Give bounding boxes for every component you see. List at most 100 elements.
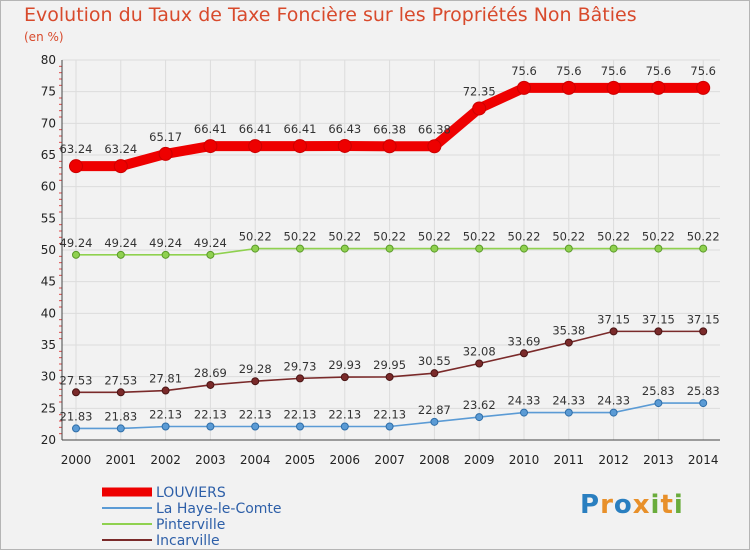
data-point (606, 80, 621, 95)
data-point (251, 244, 260, 253)
data-point (248, 139, 263, 154)
data-point (161, 250, 170, 259)
data-point (206, 250, 215, 259)
data-point (116, 250, 125, 259)
chart-title: Evolution du Taux de Taxe Foncière sur l… (24, 4, 637, 26)
data-point (430, 244, 439, 253)
data-point (113, 159, 128, 174)
data-point (561, 80, 576, 95)
data-point (696, 80, 711, 95)
data-label: 72.35 (463, 84, 496, 98)
data-point (654, 244, 663, 253)
data-label: 75.6 (690, 64, 716, 78)
data-point (430, 369, 439, 378)
data-label: 22.13 (373, 408, 406, 422)
data-point (654, 327, 663, 336)
data-point (475, 413, 484, 422)
data-point (340, 422, 349, 431)
data-label: 49.24 (104, 236, 137, 250)
data-label: 49.24 (194, 236, 227, 250)
data-point (206, 380, 215, 389)
logo-letter: r (600, 490, 614, 520)
data-label: 50.22 (642, 230, 675, 244)
data-point (517, 80, 531, 95)
y-tick-label: 25 (41, 401, 56, 415)
data-label: 32.08 (463, 344, 496, 358)
y-tick-label: 40 (41, 306, 56, 320)
x-tick-label: 2008 (419, 453, 450, 467)
data-point (609, 327, 618, 336)
data-label: 37.15 (642, 312, 675, 326)
data-point (520, 244, 528, 253)
x-tick-label: 2010 (509, 453, 540, 467)
data-label: 63.24 (60, 142, 93, 156)
x-tick-label: 2012 (598, 453, 629, 467)
data-point (564, 338, 573, 347)
data-label: 29.95 (373, 358, 406, 372)
data-label: 49.24 (149, 236, 182, 250)
data-point (116, 388, 125, 397)
x-tick-label: 2004 (240, 453, 271, 467)
data-label: 21.83 (104, 409, 137, 423)
data-label: 24.33 (597, 394, 630, 408)
y-tick-label: 50 (41, 243, 56, 257)
data-point (337, 138, 352, 153)
data-point (385, 422, 394, 431)
logo-letter: i (673, 490, 684, 520)
data-point (72, 388, 80, 397)
data-point (251, 377, 260, 386)
data-label: 66.41 (284, 122, 317, 136)
legend-label: Pinterville (156, 517, 225, 533)
data-point (651, 80, 666, 95)
data-point (69, 159, 83, 174)
x-tick-label: 2000 (61, 453, 92, 467)
x-tick-label: 2002 (150, 453, 181, 467)
data-label: 50.22 (284, 230, 317, 244)
data-label: 22.13 (284, 408, 317, 422)
data-point (296, 374, 304, 383)
data-point (161, 386, 170, 395)
logo-letter: x (632, 490, 651, 520)
data-label: 65.17 (149, 130, 182, 144)
data-label: 50.22 (687, 230, 720, 244)
data-point (72, 250, 80, 259)
data-label: 50.22 (373, 230, 406, 244)
unit-label: (en %) (24, 30, 64, 44)
data-label: 22.87 (418, 403, 451, 417)
data-label: 66.38 (418, 122, 451, 136)
data-label: 37.15 (597, 312, 630, 326)
series-louviers: 63.24 63.24 65.17 66.41 66.41 66.41 66.43 66.38… (60, 64, 716, 174)
data-label: 49.24 (60, 236, 93, 250)
data-label: 29.28 (239, 362, 272, 376)
data-point (699, 244, 708, 253)
data-point (206, 422, 215, 431)
proxiti-logo: Proxiti (580, 490, 684, 520)
data-label: 33.69 (508, 334, 541, 348)
x-tick-label: 2007 (374, 453, 405, 467)
x-tick-label: 2003 (195, 453, 226, 467)
legend-label: LOUVIERS (156, 485, 226, 501)
data-label: 21.83 (60, 409, 93, 423)
data-point (340, 244, 349, 253)
data-label: 50.22 (418, 230, 451, 244)
y-tick-label: 70 (41, 116, 56, 130)
data-label: 50.22 (597, 230, 630, 244)
data-point (609, 408, 618, 417)
data-label: 24.33 (552, 394, 585, 408)
data-label: 75.6 (601, 64, 627, 78)
y-tick-label: 20 (41, 433, 56, 447)
data-point (475, 359, 484, 368)
legend-label: Incarville (156, 533, 220, 549)
data-label: 50.22 (508, 230, 541, 244)
data-point (293, 139, 307, 154)
series-la-haye-le-comte: 21.83 21.83 22.13 22.13 22.13 22.13 22.13 22.13… (60, 384, 720, 433)
data-label: 27.53 (60, 373, 93, 387)
data-point (430, 417, 439, 426)
data-point (203, 139, 218, 154)
data-point (564, 408, 573, 417)
data-point (382, 139, 397, 154)
y-tick-label: 65 (41, 148, 56, 162)
data-label: 27.81 (149, 372, 182, 386)
data-label: 63.24 (104, 142, 137, 156)
